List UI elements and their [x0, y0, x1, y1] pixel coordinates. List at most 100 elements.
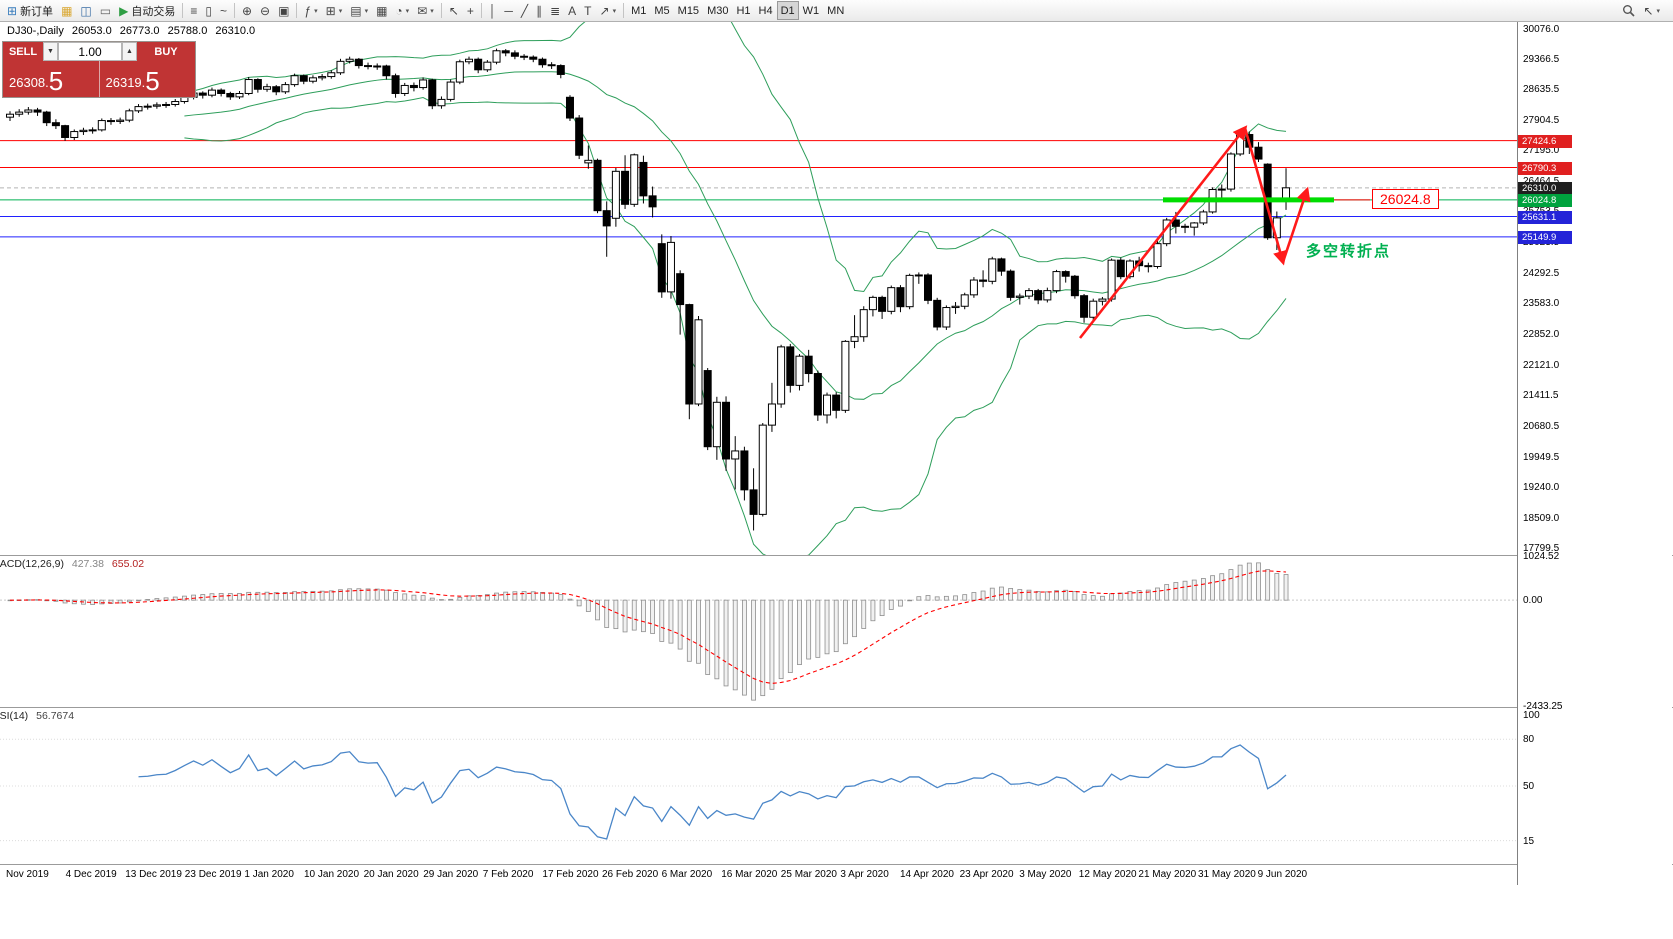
periods-button[interactable]: ◔ ▾ — [391, 1, 413, 20]
indicators-icon: ƒ — [304, 3, 312, 18]
tf-w1-button[interactable]: W1 — [799, 1, 824, 20]
tile-windows-button[interactable]: ▣ — [274, 1, 293, 20]
time-axis-label: 16 Mar 2020 — [721, 869, 778, 880]
time-axis-label: 14 Apr 2020 — [900, 869, 954, 880]
trendline-icon: ╱ — [520, 3, 529, 18]
buy-price-main: 26319. — [105, 74, 146, 90]
panel-separator[interactable] — [0, 555, 1673, 556]
toolbar-right: ↖ ▾ — [1618, 1, 1670, 20]
volume-increase-button[interactable]: ▲ — [122, 42, 137, 61]
vertical-line-button[interactable]: │ — [485, 1, 501, 20]
equidistant-channel-button[interactable]: ∥ — [532, 1, 546, 20]
chevron-down-icon: ▾ — [612, 7, 617, 15]
tf-d1-button[interactable]: D1 — [776, 1, 799, 20]
line-chart-button[interactable]: ~ — [216, 1, 231, 20]
panel-separator[interactable] — [0, 864, 1673, 865]
cursor-button[interactable]: ↖ — [445, 1, 463, 20]
time-axis-label: 25 Mar 2020 — [780, 869, 837, 880]
tf-h1-button[interactable]: H1 — [732, 1, 754, 20]
time-axis-label: 21 May 2020 — [1138, 869, 1197, 880]
price-axis[interactable]: 30076.0 29366.5 28635.5 27904.5 27195.0 26464… — [1517, 22, 1672, 885]
rsi-panel[interactable]: RSI(14) 56.7674 — [0, 708, 1517, 864]
rsi-value: 56.7674 — [36, 710, 75, 722]
equidistant-channel-icon: ∥ — [536, 3, 543, 18]
buy-button[interactable]: BUY — [137, 42, 195, 61]
main-chart[interactable]: DJ30-,Daily 26053.0 26773.0 25788.0 2631… — [0, 22, 1517, 555]
search-button[interactable] — [1618, 1, 1639, 20]
tf-mn-button[interactable]: MN — [823, 1, 848, 20]
grid-button[interactable]: ▦ — [372, 1, 391, 20]
turning-point-label[interactable]: 多空转折点 — [1306, 243, 1392, 260]
chart-symbol-period: DJ30-,Daily — [7, 25, 64, 37]
indicators-button[interactable]: ƒ ▾ — [300, 1, 321, 20]
price-tick-label: 27195.0 — [1523, 145, 1560, 157]
volume-input[interactable] — [58, 42, 122, 61]
price-tick-label: 29366.5 — [1523, 53, 1560, 65]
templates-icon: ✉ — [417, 3, 428, 18]
chevron-down-icon: ▾ — [430, 7, 434, 15]
horizontal-line-button[interactable]: ─ — [500, 1, 517, 20]
time-axis-label: 26 Feb 2020 — [602, 869, 659, 880]
tf-m30-label: M30 — [707, 4, 729, 17]
templates-button[interactable]: ✉ ▾ — [413, 1, 438, 20]
trendline-button[interactable]: ╱ — [517, 1, 532, 20]
price-tick-label: 24292.5 — [1523, 268, 1560, 280]
tf-m30-button[interactable]: M30 — [703, 1, 732, 20]
market-watch-button[interactable]: ▦ — [57, 1, 76, 20]
macd-axis-label: 0.00 — [1523, 595, 1543, 607]
time-axis-label: 20 Jan 2020 — [363, 869, 419, 880]
volume-decrease-button[interactable]: ▼ — [43, 42, 58, 61]
autotrading-icon: ▶ — [119, 3, 129, 18]
fibonacci-retracement-button[interactable]: ≣ — [546, 1, 564, 20]
new-order-label: 新订单 — [20, 5, 54, 18]
bar-chart-icon: ≡ — [190, 3, 198, 18]
zoom-out-button[interactable]: ⊖ — [256, 1, 274, 20]
cursor-mode-button[interactable]: ↖ ▾ — [1639, 1, 1664, 20]
time-axis[interactable]: Nov 2019 4 Dec 2019 13 Dec 2019 23 Dec 2019… — [0, 865, 1517, 885]
toolbar-separator — [480, 3, 482, 18]
tf-h4-button[interactable]: H4 — [755, 1, 777, 20]
sell-price-pip: 5 — [48, 66, 64, 96]
price-tick-label: 21411.5 — [1523, 390, 1559, 402]
bar-chart-button[interactable]: ≡ — [186, 1, 201, 20]
price-callout[interactable]: 26024.8 — [1372, 188, 1439, 209]
bar-high: 26773.0 — [119, 25, 160, 37]
crosshair-button[interactable]: + — [463, 1, 478, 20]
arrows-button[interactable]: ↗ ▾ — [596, 1, 621, 20]
macd-panel[interactable]: MACD(12,26,9) 427.38 655.02 — [0, 556, 1517, 707]
terminal-button[interactable]: ▭ — [96, 1, 115, 20]
new-chart-button[interactable]: ⊞ ▾ — [322, 1, 347, 20]
rsi-axis-label: 100 — [1523, 710, 1540, 721]
time-axis-label: 1 Jan 2020 — [244, 869, 294, 880]
tf-m15-label: M15 — [677, 4, 700, 17]
zoom-in-button[interactable]: ⊕ — [238, 1, 256, 20]
price-tick-label: 19949.5 — [1523, 451, 1560, 463]
sell-price[interactable]: 26308. 5 — [3, 61, 100, 97]
chevron-down-icon: ▾ — [364, 7, 369, 15]
new-order-button[interactable]: ⊞ 新订单 — [3, 1, 57, 20]
main-plot[interactable] — [0, 22, 1517, 555]
macd-signal-value: 655.02 — [111, 558, 145, 570]
buy-price[interactable]: 26319. 5 — [99, 61, 195, 97]
tf-h4-label: H4 — [758, 4, 773, 17]
text-button[interactable]: A — [564, 1, 580, 20]
profiles-icon: ▤ — [350, 3, 362, 18]
zoom-out-icon: ⊖ — [260, 3, 271, 18]
sell-button[interactable]: SELL — [3, 42, 43, 61]
chevron-down-icon: ▾ — [1656, 7, 1660, 15]
tf-w1-label: W1 — [802, 4, 820, 17]
navigator-button[interactable]: ◫ — [76, 1, 95, 20]
rsi-axis-label: 50 — [1523, 781, 1535, 792]
tf-m5-label: M5 — [654, 4, 670, 17]
autotrading-button[interactable]: ▶ 自动交易 — [115, 1, 179, 20]
profiles-button[interactable]: ▤ ▾ — [346, 1, 372, 20]
candlestick-chart-button[interactable]: ▯ — [201, 1, 216, 20]
panel-separator[interactable] — [0, 707, 1673, 708]
text-icon: A — [568, 3, 577, 18]
time-axis-label: 10 Jan 2020 — [304, 869, 360, 880]
one-click-trading-panel: SELL ▼ ▲ BUY 26308. 5 26319. 5 — [2, 41, 196, 98]
text-label-button[interactable]: T — [580, 1, 595, 20]
tf-m1-button[interactable]: M1 — [627, 1, 650, 20]
tf-m15-button[interactable]: M15 — [674, 1, 703, 20]
tf-m5-button[interactable]: M5 — [650, 1, 673, 20]
